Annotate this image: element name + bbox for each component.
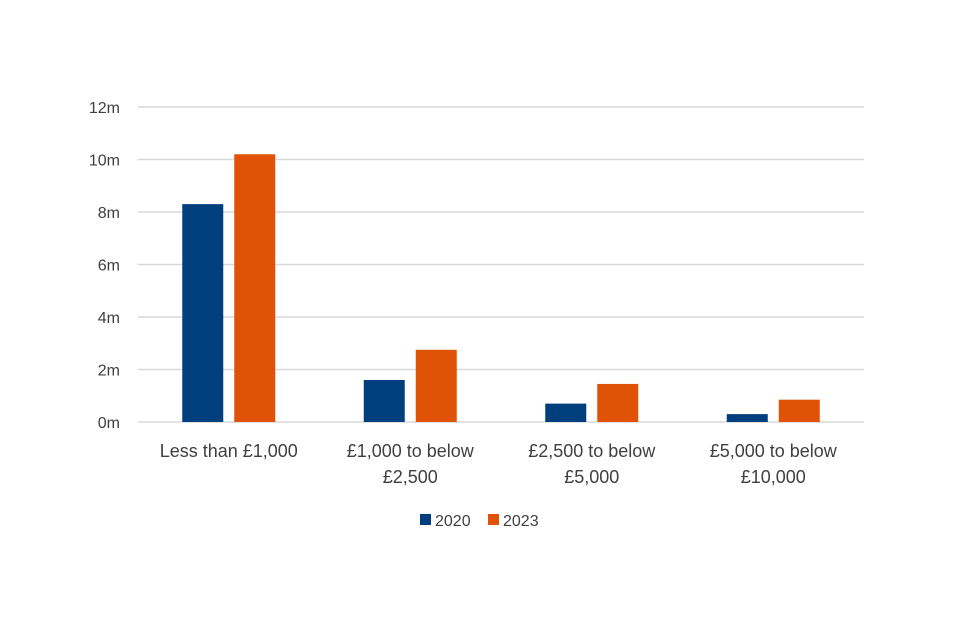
- category-label: £1,000 to below £2,500: [347, 441, 475, 487]
- category-label-line: £5,000: [564, 467, 619, 487]
- y-tick-label: 4m: [98, 310, 120, 327]
- legend-label-2020: 2020: [435, 513, 471, 530]
- y-tick-label: 8m: [98, 205, 120, 222]
- y-tick-label: 2m: [98, 363, 120, 380]
- bar-2020-1: [363, 380, 405, 422]
- y-tick-label: 10m: [89, 153, 120, 170]
- category-label: £2,500 to below £5,000: [528, 441, 656, 487]
- category-label: £5,000 to below £10,000: [710, 441, 838, 487]
- category-label-line: £5,000 to below: [710, 441, 838, 461]
- bar-2023-2: [597, 383, 639, 422]
- y-tick-label: 12m: [89, 100, 120, 117]
- bar-2023-3: [778, 399, 820, 422]
- bar-2020-2: [545, 403, 587, 422]
- category-label-line: Less than £1,000: [160, 441, 298, 461]
- y-axis-tick-labels: 0m 2m 4m 6m 8m 10m 12m: [89, 100, 120, 432]
- y-tick-label: 6m: [98, 258, 120, 275]
- category-label-line: £1,000 to below: [347, 441, 475, 461]
- bar-2023-0: [234, 154, 276, 422]
- category-label: Less than £1,000: [160, 441, 298, 461]
- bar-2020-0: [182, 204, 224, 422]
- legend-swatch-2023: [488, 514, 499, 525]
- bar-2020-3: [726, 414, 768, 422]
- category-label-line: £10,000: [741, 467, 806, 487]
- category-label-line: £2,500: [383, 467, 438, 487]
- category-label-line: £2,500 to below: [528, 441, 656, 461]
- y-tick-label: 0m: [98, 415, 120, 432]
- legend-swatch-2020: [420, 514, 431, 525]
- bars: [182, 154, 820, 422]
- legend-label-2023: 2023: [503, 513, 539, 530]
- bar-2023-1: [415, 349, 457, 422]
- legend: 2020 2023: [420, 513, 539, 530]
- x-axis-category-labels: Less than £1,000 £1,000 to below £2,500 £2,…: [160, 441, 838, 487]
